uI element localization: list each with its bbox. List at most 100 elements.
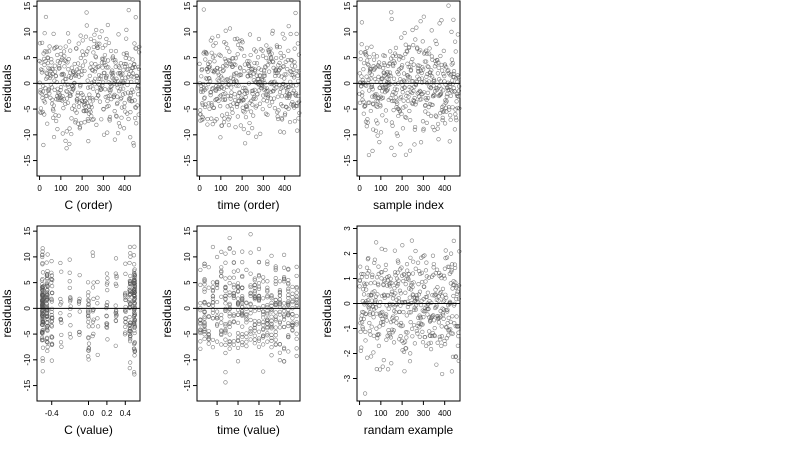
scatter-point	[132, 244, 137, 249]
scatter-point	[206, 285, 211, 290]
scatter-point	[430, 253, 436, 258]
x-tick-label: 5	[215, 409, 220, 418]
scatter-point	[294, 103, 300, 109]
scatter-point	[215, 281, 220, 286]
scatter-point	[210, 310, 216, 315]
scatter-point	[420, 80, 425, 85]
scatter-point	[113, 256, 119, 261]
scatter-point	[75, 93, 80, 98]
scatter-point	[64, 146, 69, 151]
scatter-point	[264, 55, 269, 60]
scatter-point	[128, 302, 133, 307]
scatter-point	[91, 280, 96, 285]
scatter-point	[215, 322, 220, 327]
scatter-point	[273, 329, 278, 335]
scatter-point	[273, 266, 278, 271]
scatter-point	[219, 85, 224, 90]
scatter-point	[453, 39, 458, 44]
scatter-point	[253, 69, 258, 74]
scatter-points	[357, 238, 462, 396]
scatter-point	[361, 292, 367, 297]
scatter-point	[91, 50, 96, 55]
scatter-point	[436, 65, 441, 70]
scatter-point	[256, 296, 262, 301]
scatter-point	[252, 328, 257, 333]
scatter-point	[435, 71, 440, 76]
scatter-point	[393, 91, 398, 96]
scatter-point	[211, 43, 216, 48]
scatter-point	[113, 318, 118, 323]
scatter-point	[420, 279, 425, 285]
scatter-point	[223, 285, 228, 290]
scatter-point	[104, 325, 110, 330]
scatter-point	[221, 120, 227, 125]
scatter-point	[68, 299, 73, 304]
scatter-point	[360, 97, 365, 102]
scatter-point	[45, 75, 50, 80]
scatter-point	[411, 88, 416, 94]
scatter-point	[44, 326, 50, 331]
scatter-point	[50, 284, 55, 289]
scatter-point	[440, 68, 445, 73]
scatter-point	[240, 340, 245, 345]
scatter-point	[131, 298, 137, 303]
scatter-point	[447, 107, 452, 112]
scatter-point	[91, 117, 96, 122]
scatter-point	[439, 275, 444, 281]
scatter-point	[369, 324, 374, 329]
scatter-point	[223, 323, 228, 328]
scatter-point	[49, 66, 54, 71]
scatter-point	[51, 108, 56, 113]
scatter-point	[58, 316, 63, 322]
scatter-point	[389, 16, 394, 22]
scatter-point	[40, 95, 45, 101]
scatter-point	[414, 99, 419, 105]
scatter-point	[273, 316, 278, 321]
scatter-point	[417, 76, 422, 81]
scatter-point	[256, 338, 262, 343]
scatter-point	[360, 320, 365, 325]
scatter-point	[397, 96, 402, 101]
scatter-point	[210, 294, 216, 299]
scatter-point	[248, 232, 253, 237]
scatter-point	[407, 359, 413, 364]
scatter-point	[283, 111, 288, 116]
scatter-point	[263, 92, 268, 97]
scatter-point	[223, 91, 228, 96]
scatter-point	[443, 324, 449, 330]
scatter-point	[231, 285, 236, 290]
scatter-point	[364, 281, 369, 286]
scatter-point	[270, 28, 275, 33]
scatter-point	[261, 309, 266, 314]
scatter-point	[224, 111, 230, 116]
scatter-point	[86, 324, 91, 329]
scatter-point	[214, 117, 219, 122]
plot-frame	[196, 225, 301, 402]
scatter-point	[90, 96, 95, 101]
scatter-point	[263, 65, 268, 70]
scatter-point	[47, 44, 52, 49]
scatter-point	[215, 316, 220, 321]
scatter-point	[111, 70, 116, 76]
scatter-point	[219, 249, 224, 254]
scatter-point	[72, 61, 77, 67]
scatter-point	[95, 324, 101, 329]
scatter-point	[108, 87, 113, 93]
scatter-point	[204, 86, 209, 91]
scatter-point	[114, 283, 119, 288]
scatter-point	[118, 87, 123, 92]
scatter-point	[426, 341, 431, 346]
scatter-point	[135, 92, 141, 97]
scatter-point	[235, 338, 241, 343]
scatter-point	[226, 117, 231, 122]
scatter-point	[283, 104, 289, 109]
scatter-point	[423, 102, 428, 108]
scatter-point	[77, 66, 82, 71]
scatter-point	[444, 85, 450, 90]
scatter-point	[227, 332, 232, 337]
scatter-point	[223, 350, 228, 356]
scatter-point	[128, 360, 133, 365]
scatter-point	[209, 50, 214, 55]
scatter-point	[90, 333, 95, 339]
scatter-point	[224, 78, 229, 83]
